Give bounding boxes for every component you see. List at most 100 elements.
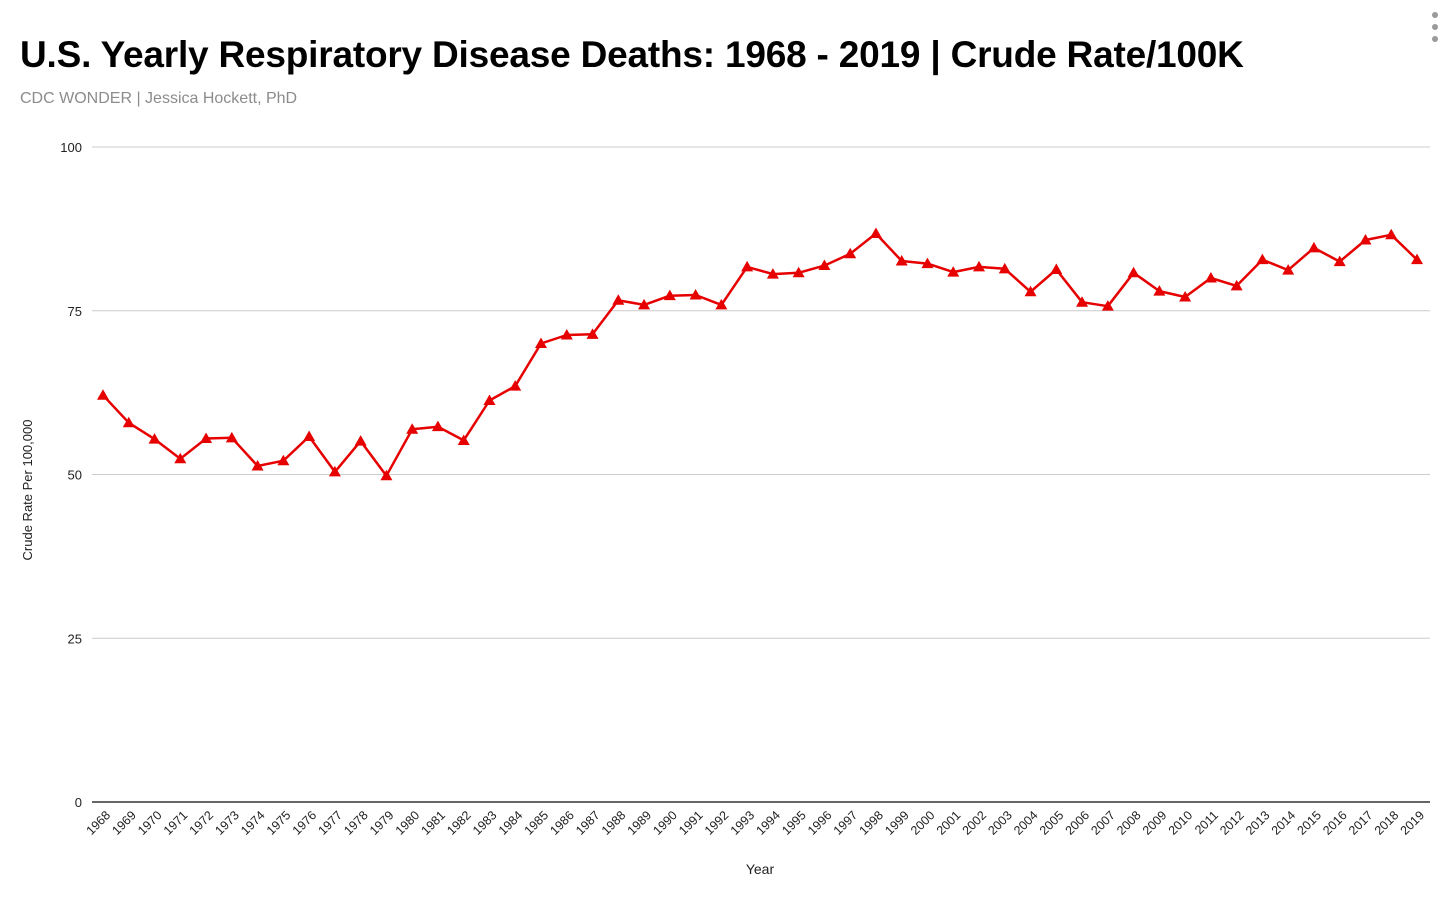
data-point-2008[interactable]: [1127, 266, 1140, 278]
gridlines: [92, 146, 1430, 639]
x-tick-label: 1977: [315, 808, 345, 838]
x-tick-label: 1979: [367, 808, 397, 838]
data-point-1992[interactable]: [715, 298, 728, 310]
x-tick-label: 1974: [238, 808, 268, 838]
data-point-1969[interactable]: [122, 416, 135, 428]
data-point-2016[interactable]: [1333, 255, 1346, 267]
x-tick-label: 2001: [934, 808, 964, 838]
data-point-1976[interactable]: [303, 430, 316, 442]
data-point-1999[interactable]: [895, 254, 908, 266]
data-point-1982[interactable]: [457, 434, 470, 445]
data-point-1994[interactable]: [766, 268, 779, 279]
data-point-1970[interactable]: [148, 433, 161, 444]
data-point-1978[interactable]: [354, 435, 367, 446]
data-point-2006[interactable]: [1076, 296, 1089, 307]
x-tick-label: 2015: [1294, 808, 1324, 838]
x-tick-label: 2006: [1063, 808, 1093, 838]
more-vert-icon[interactable]: [1432, 12, 1438, 48]
x-tick-label: 1991: [676, 808, 706, 838]
data-point-1986[interactable]: [560, 328, 573, 340]
data-point-2019[interactable]: [1411, 253, 1423, 265]
data-point-2007[interactable]: [1101, 300, 1114, 311]
x-tick-label: 1983: [470, 808, 500, 838]
data-point-1995[interactable]: [792, 266, 805, 278]
data-point-2012[interactable]: [1230, 279, 1243, 291]
x-tick-label: 2018: [1372, 808, 1402, 838]
y-tick-label: 100: [60, 140, 82, 155]
data-point-2001[interactable]: [947, 266, 960, 277]
x-tick-label: 1987: [573, 808, 603, 838]
data-point-1981[interactable]: [431, 420, 444, 432]
chart-subtitle: CDC WONDER | Jessica Hockett, PhD: [20, 90, 298, 107]
x-tick-label: 2012: [1217, 808, 1247, 838]
data-point-1993[interactable]: [741, 260, 754, 272]
data-point-1996[interactable]: [818, 259, 831, 271]
x-tick-label: 2010: [1166, 808, 1196, 838]
x-tick-label: 1992: [702, 808, 732, 838]
data-point-1979[interactable]: [380, 469, 393, 481]
data-point-1983[interactable]: [483, 394, 496, 405]
data-point-1972[interactable]: [200, 432, 213, 443]
data-point-2003[interactable]: [998, 262, 1011, 274]
x-tick-label: 2009: [1140, 808, 1170, 838]
data-point-1971[interactable]: [174, 452, 187, 464]
x-tick-label: 1980: [393, 808, 423, 838]
data-point-1997[interactable]: [844, 247, 857, 259]
x-tick-label: 1997: [831, 808, 861, 838]
y-axis-label: Crude Rate Per 100,000: [20, 420, 35, 561]
x-tick-label: 1986: [547, 808, 577, 838]
data-point-2018[interactable]: [1385, 228, 1398, 240]
x-tick-label: 1995: [779, 808, 809, 838]
data-point-2009[interactable]: [1153, 285, 1166, 296]
x-tick-label: 2003: [985, 808, 1015, 838]
data-point-1980[interactable]: [406, 423, 419, 434]
x-tick-label: 2000: [908, 808, 938, 838]
data-point-2002[interactable]: [973, 260, 985, 272]
x-tick-label: 1971: [161, 808, 191, 838]
data-point-1985[interactable]: [535, 337, 547, 349]
data-point-1990[interactable]: [663, 289, 676, 301]
x-axis-ticks: 1968196919701971197219731974197519761977…: [84, 808, 1428, 838]
data-point-1977[interactable]: [328, 465, 341, 477]
x-tick-label: 2007: [1088, 808, 1118, 838]
data-point-1968[interactable]: [97, 389, 109, 400]
data-point-2000[interactable]: [921, 257, 934, 269]
data-point-1998[interactable]: [869, 227, 882, 238]
data-point-1991[interactable]: [689, 289, 702, 300]
x-tick-label: 1999: [882, 808, 912, 838]
x-tick-label: 1993: [728, 808, 758, 838]
data-point-2013[interactable]: [1256, 253, 1269, 265]
data-point-1973[interactable]: [225, 431, 238, 443]
x-tick-label: 1984: [496, 808, 526, 838]
data-point-1984[interactable]: [509, 380, 522, 391]
data-point-2004[interactable]: [1024, 285, 1037, 297]
data-point-1987[interactable]: [586, 328, 599, 339]
x-tick-label: 1989: [625, 808, 655, 838]
x-axis-label: Year: [746, 861, 775, 877]
x-tick-label: 1972: [187, 808, 217, 838]
x-tick-label: 1968: [84, 808, 114, 838]
data-point-2017[interactable]: [1359, 234, 1372, 245]
y-axis-ticks: 0 25 50 75 100: [60, 140, 82, 810]
data-point-1988[interactable]: [612, 294, 625, 305]
x-tick-label: 1973: [212, 808, 242, 838]
x-tick-label: 1998: [856, 808, 886, 838]
data-point-1975[interactable]: [277, 454, 290, 466]
data-point-1974[interactable]: [251, 459, 264, 471]
y-tick-label: 50: [68, 468, 82, 483]
x-tick-label: 1996: [805, 808, 835, 838]
y-tick-label: 25: [68, 631, 82, 646]
chart-title: U.S. Yearly Respiratory Disease Deaths: …: [20, 34, 1244, 75]
x-tick-label: 2016: [1320, 808, 1350, 838]
x-tick-label: 1994: [753, 808, 783, 838]
y-tick-label: 75: [68, 304, 82, 319]
data-point-1989[interactable]: [638, 298, 651, 310]
data-point-2015[interactable]: [1307, 241, 1320, 253]
x-tick-label: 1970: [135, 808, 165, 838]
data-point-2005[interactable]: [1050, 263, 1063, 274]
x-tick-label: 2019: [1398, 808, 1428, 838]
data-point-2010[interactable]: [1179, 290, 1192, 302]
x-tick-label: 1978: [341, 808, 371, 838]
data-point-2014[interactable]: [1282, 264, 1295, 275]
data-point-2011[interactable]: [1204, 272, 1217, 283]
